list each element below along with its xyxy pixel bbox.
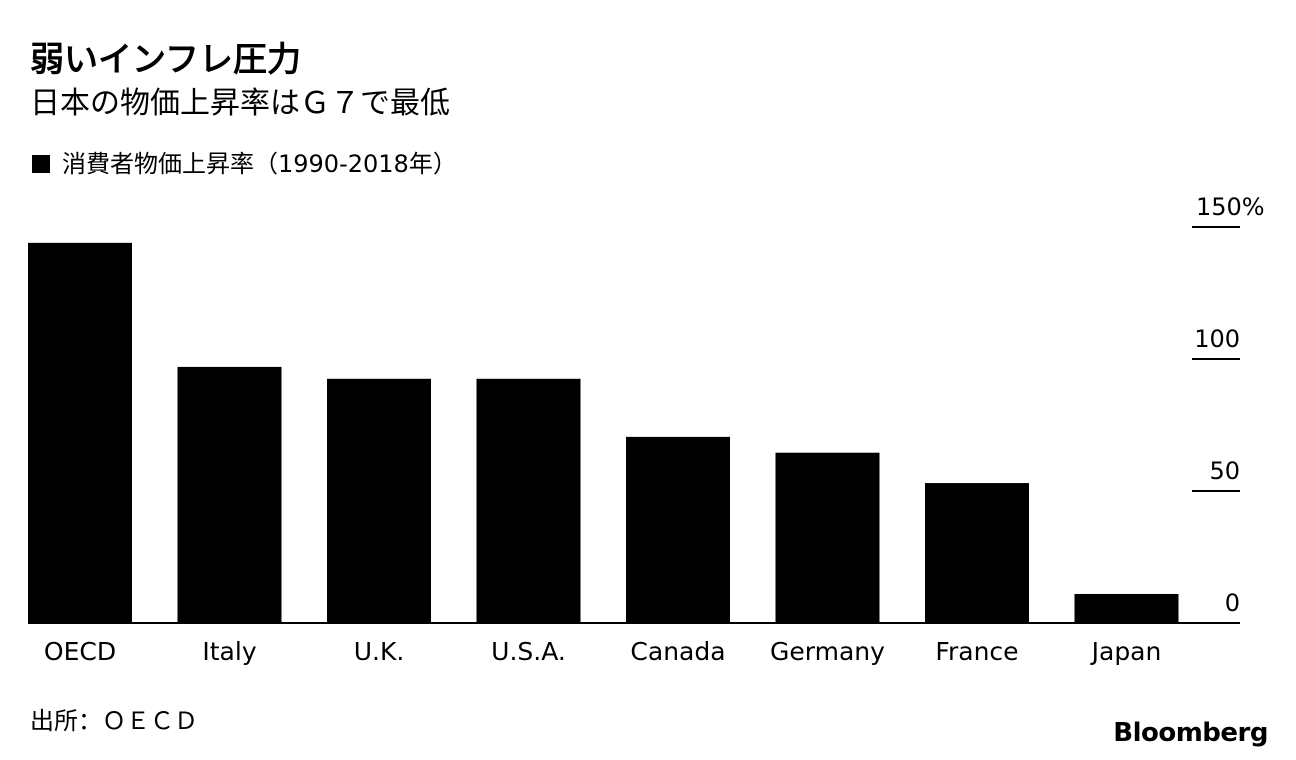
y-tick-label: 100 [1194,325,1240,353]
x-tick-label: Canada [630,637,725,666]
bar-germany [775,452,880,623]
source-note: 出所：ＯＥＣＤ [30,707,198,735]
x-axis-labels: OECD Italy U.K. U.S.A. Canada Germany France Ja… [44,637,1161,666]
x-tick-label: Italy [202,637,256,666]
bar-uk [327,378,431,623]
legend-label: 消費者物価上昇率（1990-2018年） [62,150,457,178]
bloomberg-logo: Bloomberg [1113,718,1268,748]
bar-usa [476,378,581,623]
x-tick-label: France [935,637,1018,666]
x-tick-label: U.K. [354,637,405,666]
y-tick-label: 150% [1196,193,1265,221]
chart-title: 弱いインフレ圧力 [30,40,301,80]
y-tick-label: 0 [1225,589,1240,617]
bar-oecd [28,242,132,623]
y-tick-label: 50 [1209,457,1240,485]
legend: 消費者物価上昇率（1990-2018年） [32,148,457,180]
bar-france [925,483,1029,623]
legend-swatch [32,155,50,173]
chart-subtitle: 日本の物価上昇率はＧ７で最低 [30,86,450,121]
x-tick-label: U.S.A. [491,637,566,666]
x-tick-label: Japan [1090,637,1162,666]
x-tick-label: OECD [44,637,116,666]
bar-italy [177,366,282,623]
bars [28,242,1179,623]
x-tick-label: Germany [770,637,885,666]
bar-canada [626,436,730,623]
bar-japan [1074,593,1179,623]
